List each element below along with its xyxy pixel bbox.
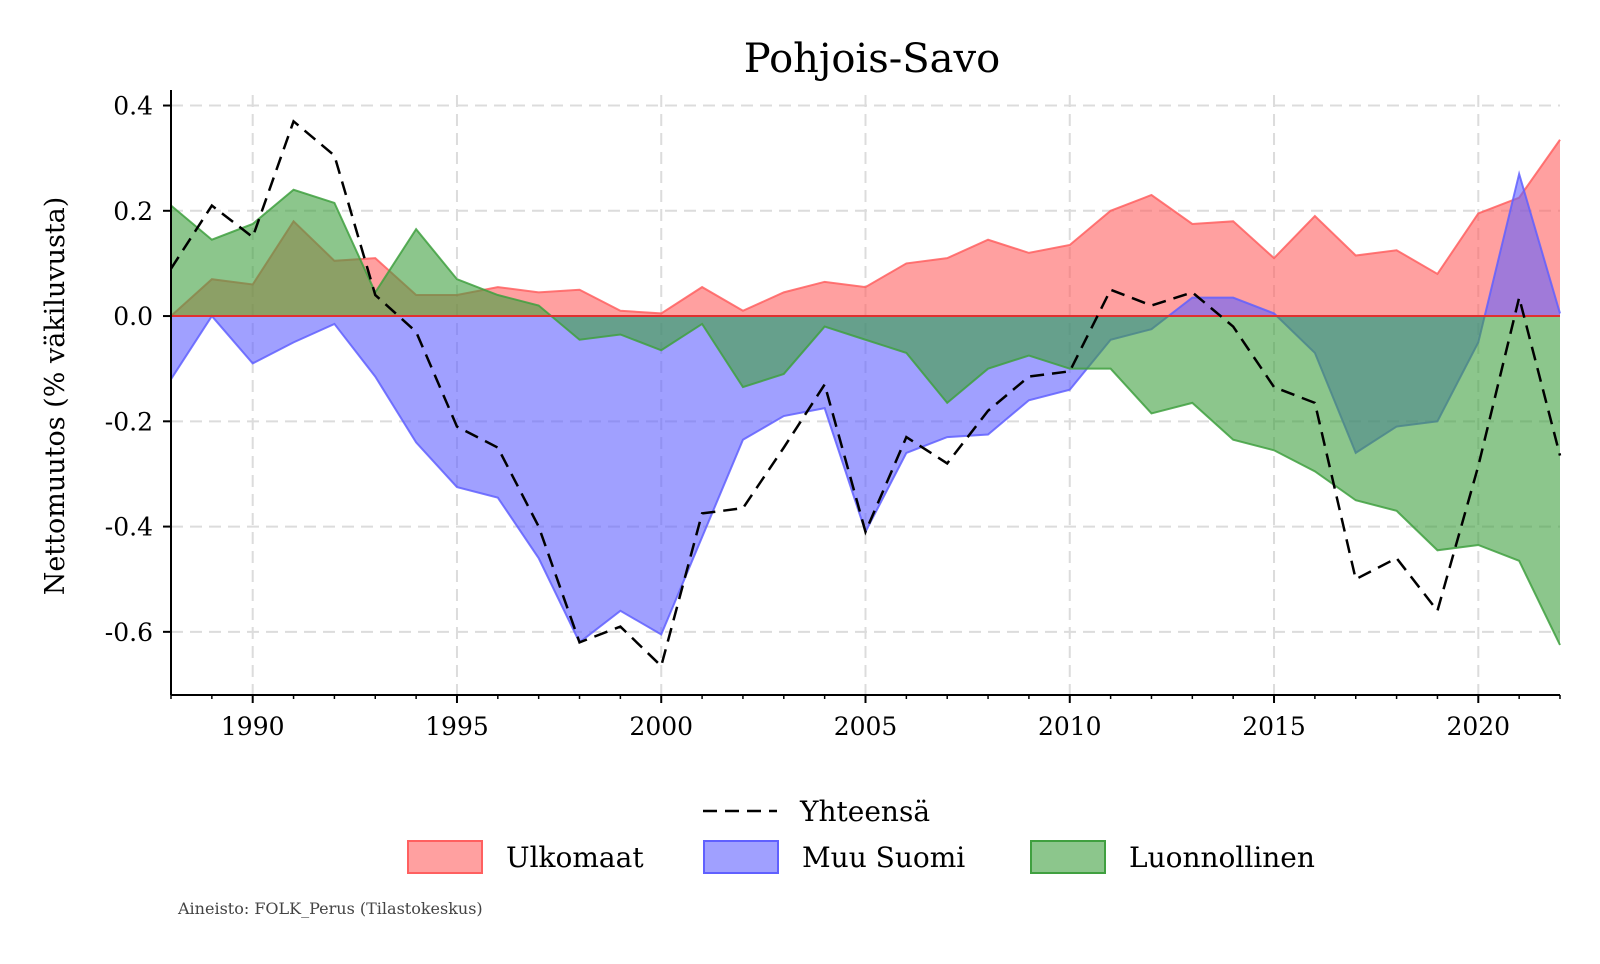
legend-label-muu-suomi: Muu Suomi (802, 841, 965, 874)
legend-swatch-muu-suomi (703, 840, 779, 874)
legend-label-yhteensa: Yhteensä (799, 795, 930, 828)
source-note: Aineisto: FOLK_Perus (Tilastokeskus) (177, 899, 483, 918)
y-tick-label-0.0: 0.0 (113, 302, 153, 331)
y-tick-label-0.4: 0.4 (113, 92, 153, 121)
area-edge-luonnollinen (170, 188, 1561, 646)
y-axis-label: Nettomuutos (% väkiluvusta) (40, 197, 71, 596)
x-tick-label-2010: 2010 (1038, 712, 1102, 741)
x-tick-label-2020: 2020 (1446, 712, 1510, 741)
x-tick-label-1990: 1990 (221, 712, 285, 741)
x-tick-label-1995: 1995 (425, 712, 489, 741)
y-tick-label--0.6: -0.6 (105, 618, 153, 647)
legend-swatch-ulkomaat (407, 840, 483, 874)
chart-title: Pohjois-Savo (744, 36, 1000, 82)
area-ulkomaat (171, 139, 1560, 317)
line-series-group (169, 119, 1562, 669)
y-tick-label--0.4: -0.4 (105, 513, 153, 542)
axes: 1990 1995 2000 2005 2010 2015 2020 0.4 0.2 0.0 -0.… (105, 90, 1561, 741)
legend: Yhteensä Ulkomaat Muu Suomi Luonnollinen (407, 795, 1315, 874)
x-tick-label-2000: 2000 (629, 712, 693, 741)
x-tick-label-2015: 2015 (1242, 712, 1306, 741)
legend-label-ulkomaat: Ulkomaat (506, 841, 644, 874)
legend-swatch-luonnollinen (1030, 840, 1106, 874)
line-yhteensä (169, 119, 1562, 669)
legend-label-luonnollinen: Luonnollinen (1129, 841, 1315, 874)
x-tick-label-2005: 2005 (834, 712, 898, 741)
area-luonnollinen (171, 189, 1560, 645)
y-tick-label--0.2: -0.2 (105, 407, 153, 436)
area-muu-suomi (171, 173, 1560, 643)
y-tick-label-0.2: 0.2 (113, 197, 153, 226)
